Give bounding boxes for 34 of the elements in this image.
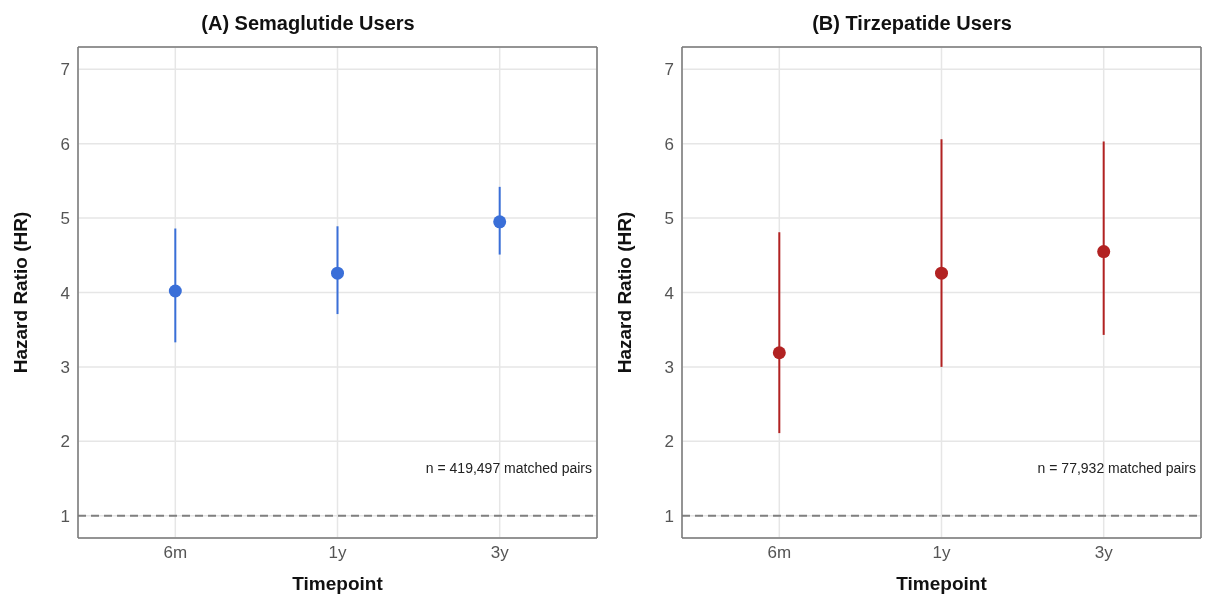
x-axis-title: Timepoint: [292, 573, 384, 594]
y-axis-title: Hazard Ratio (HR): [9, 211, 31, 374]
x-tick-label: 6m: [163, 543, 188, 563]
y-tick-label: 3: [60, 357, 70, 377]
y-tick-label: 1: [60, 506, 70, 526]
point: [935, 266, 948, 280]
point: [1097, 245, 1111, 259]
x-tick-label: 1y: [932, 543, 951, 563]
y-tick-label: 7: [60, 60, 70, 80]
y-tick-label: 7: [664, 60, 674, 80]
x-axis-title: Timepoint: [896, 573, 988, 594]
y-tick-label: 4: [60, 283, 70, 303]
y-tick-label: 5: [60, 209, 70, 229]
y-tick-label: 2: [60, 432, 70, 452]
chart-title: (A) Semaglutide Users: [200, 11, 416, 36]
y-tick-label: 2: [664, 432, 674, 452]
annotation: n = 77,932 matched pairs: [1037, 460, 1196, 476]
y-tick-label: 6: [664, 134, 674, 154]
y-tick-label: 6: [60, 134, 70, 154]
x-tick-label: 3y: [490, 543, 510, 563]
point: [168, 284, 182, 298]
chart-title: (B) Tirzepatide Users: [811, 11, 1013, 36]
y-tick-label: 3: [664, 357, 674, 377]
y-axis-title: Hazard Ratio (HR): [613, 211, 635, 374]
y-tick-label: 4: [664, 283, 674, 303]
y-tick-label: 1: [664, 506, 674, 526]
x-tick-label: 6m: [767, 543, 792, 563]
x-tick-label: 1y: [328, 543, 347, 563]
x-tick-label: 3y: [1094, 543, 1114, 563]
point: [331, 266, 344, 280]
point: [493, 215, 507, 229]
y-tick-label: 5: [664, 209, 674, 229]
point: [772, 346, 786, 360]
annotation: n = 419,497 matched pairs: [425, 460, 592, 476]
